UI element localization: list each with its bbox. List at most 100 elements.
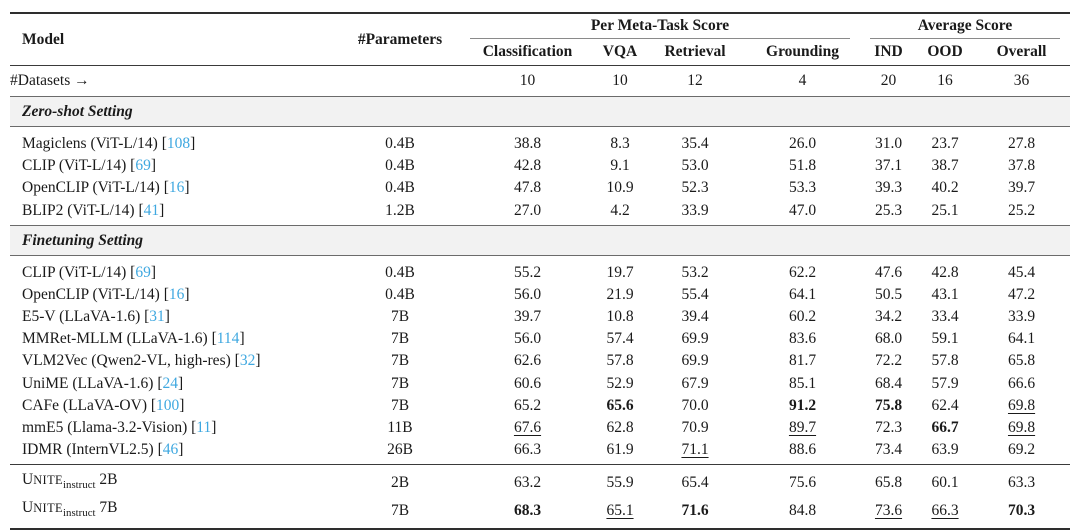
score-cell: 72.2: [874, 352, 903, 370]
model-cell: OpenCLIP (ViT-L/14) [16]: [22, 179, 190, 197]
score-cell: 70.3: [973, 497, 1070, 530]
score-cell: 4.2: [610, 201, 630, 219]
model-cell: OpenCLIP (ViT-L/14) [16]: [22, 285, 190, 303]
section-banner-row: Finetuning Setting: [10, 224, 1071, 256]
datasets-count: 36: [1013, 72, 1030, 89]
params-cell: 0.4B: [385, 157, 415, 175]
params-cell: 7B: [390, 374, 410, 392]
datasets-count: 10: [612, 72, 628, 89]
score-cell: 52.9: [606, 374, 634, 392]
datasets-count: 16: [937, 72, 953, 89]
score-cell: 62.8: [606, 418, 634, 436]
citation-link[interactable]: 108: [166, 135, 191, 152]
citation-link[interactable]: 24: [162, 374, 179, 392]
score-cell: 57.8: [606, 352, 634, 370]
score-cell: 43.1: [931, 285, 959, 303]
score-cell: 62.2: [788, 263, 817, 281]
score-cell: 73.6: [860, 497, 917, 530]
score-cell: 69.8: [973, 416, 1070, 438]
score-cell: 66.7: [917, 416, 973, 438]
citation-link[interactable]: 114: [216, 330, 240, 348]
score-cell: 71.6: [645, 497, 745, 530]
model-cell: BLIP2 (ViT-L/14) [41]: [22, 201, 165, 219]
model-name: mmE5 (Llama-3.2-Vision): [22, 418, 188, 436]
model-name: BLIP2 (ViT-L/14): [22, 201, 135, 219]
table-row: CAFe (LLaVA-OV) [100] 7B 65.2 65.6 70.0 91.2 7…: [10, 394, 1070, 416]
score-cell: 50.5: [874, 285, 903, 303]
score-value-bold: 68.3: [513, 502, 542, 520]
score-cell: 71.1: [645, 438, 745, 464]
score-cell: 9.1: [610, 157, 630, 175]
score-cell: 47.2: [1007, 285, 1036, 303]
score-cell: 34.2: [874, 307, 903, 325]
score-cell: 39.4: [681, 307, 709, 325]
table-row: UNITEinstruct 2B 2B 63.2 55.9 65.4 75.6 65.8 60…: [10, 464, 1071, 497]
score-cell: 53.0: [681, 157, 709, 175]
score-value-bold: 91.2: [788, 396, 817, 414]
score-cell: 66.3: [513, 441, 542, 459]
score-cell: 25.1: [931, 201, 959, 219]
params-cell: 0.4B: [385, 179, 415, 197]
citation-link[interactable]: 32: [239, 352, 256, 370]
score-cell: 40.2: [931, 179, 959, 197]
citation-link[interactable]: 69: [135, 263, 151, 281]
score-cell: 67.9: [681, 374, 709, 392]
score-cell: 70.0: [681, 396, 709, 414]
table-row: OpenCLIP (ViT-L/14) [16] 0.4B 56.0 21.9 55.4…: [10, 283, 1070, 305]
citation-link[interactable]: 100: [156, 396, 180, 414]
table-body: #Datasets → 10 10 12 4 20 16 36 Zero-sho…: [10, 66, 1071, 530]
citation-link[interactable]: 46: [162, 441, 179, 459]
datasets-count: 12: [687, 72, 703, 89]
score-cell: 91.2: [745, 394, 860, 416]
params-cell: 7B: [390, 307, 410, 325]
score-cell: 42.8: [513, 157, 542, 175]
score-cell: 57.4: [606, 330, 634, 348]
model-cell: IDMR (InternVL2.5) [46]: [22, 441, 184, 459]
params-cell: 7B: [390, 396, 410, 414]
model-name: OpenCLIP (ViT-L/14): [22, 179, 160, 197]
citation-link[interactable]: 69: [135, 157, 151, 175]
average-group-rule: Average Score: [870, 14, 1061, 39]
score-cell: 31.0: [874, 135, 903, 152]
score-cell: 85.1: [788, 374, 817, 392]
table-row: MMRet-MLLM (LLaVA-1.6) [114] 7B 56.0 57.4 69…: [10, 328, 1070, 350]
model-cell: Magiclens (ViT-L/14) [108]: [22, 135, 196, 152]
model-name: UniME (LLaVA-1.6): [22, 374, 154, 392]
table-row: CLIP (ViT-L/14) [69] 0.4B 55.2 19.7 53.2 62.2…: [10, 255, 1070, 283]
score-value-underline: 89.7: [788, 418, 817, 436]
score-value-underline: 67.6: [513, 418, 542, 436]
table-row: UniME (LLaVA-1.6) [24] 7B 60.6 52.9 67.9 85.1…: [10, 372, 1070, 394]
score-cell: 19.7: [606, 263, 634, 281]
score-cell: 52.3: [681, 179, 709, 197]
score-cell: 66.6: [1007, 374, 1036, 392]
citation-link[interactable]: 16: [168, 285, 185, 303]
score-cell: 55.2: [513, 263, 542, 281]
score-cell: 25.3: [874, 201, 903, 219]
citation-link[interactable]: 31: [149, 307, 165, 325]
score-value-bold: 75.8: [874, 396, 903, 414]
model-cell: E5-V (LLaVA-1.6) [31]: [22, 307, 170, 325]
score-value-underline: 71.1: [681, 441, 709, 459]
table-row: E5-V (LLaVA-1.6) [31] 7B 39.7 10.8 39.4 60.2 3…: [10, 305, 1070, 327]
model-name: CLIP (ViT-L/14): [22, 263, 127, 281]
score-cell: 66.3: [917, 497, 973, 530]
citation-link[interactable]: 41: [143, 201, 160, 219]
score-cell: 59.1: [931, 330, 959, 348]
citation-link[interactable]: 16: [168, 179, 185, 197]
model-name: MMRet-MLLM (LLaVA-1.6): [22, 330, 208, 348]
citation-link[interactable]: 11: [196, 418, 212, 436]
col-group-meta-task: Per Meta-Task Score: [460, 13, 860, 39]
params-cell: 2B: [340, 464, 460, 497]
model-cell: CLIP (ViT-L/14) [69]: [22, 263, 156, 281]
score-cell: 47.6: [874, 263, 903, 281]
col-header-grounding: Grounding: [745, 39, 861, 66]
score-cell: 62.4: [931, 396, 959, 414]
params-cell: 7B: [390, 502, 410, 520]
score-value-underline: 73.6: [874, 502, 903, 520]
score-cell: 65.1: [595, 497, 645, 530]
col-header-vqa: VQA: [595, 39, 645, 66]
score-cell: 61.9: [606, 441, 634, 459]
score-cell: 56.0: [513, 285, 542, 303]
model-name: E5-V (LLaVA-1.6): [22, 307, 141, 325]
params-cell: 0.4B: [385, 135, 415, 152]
